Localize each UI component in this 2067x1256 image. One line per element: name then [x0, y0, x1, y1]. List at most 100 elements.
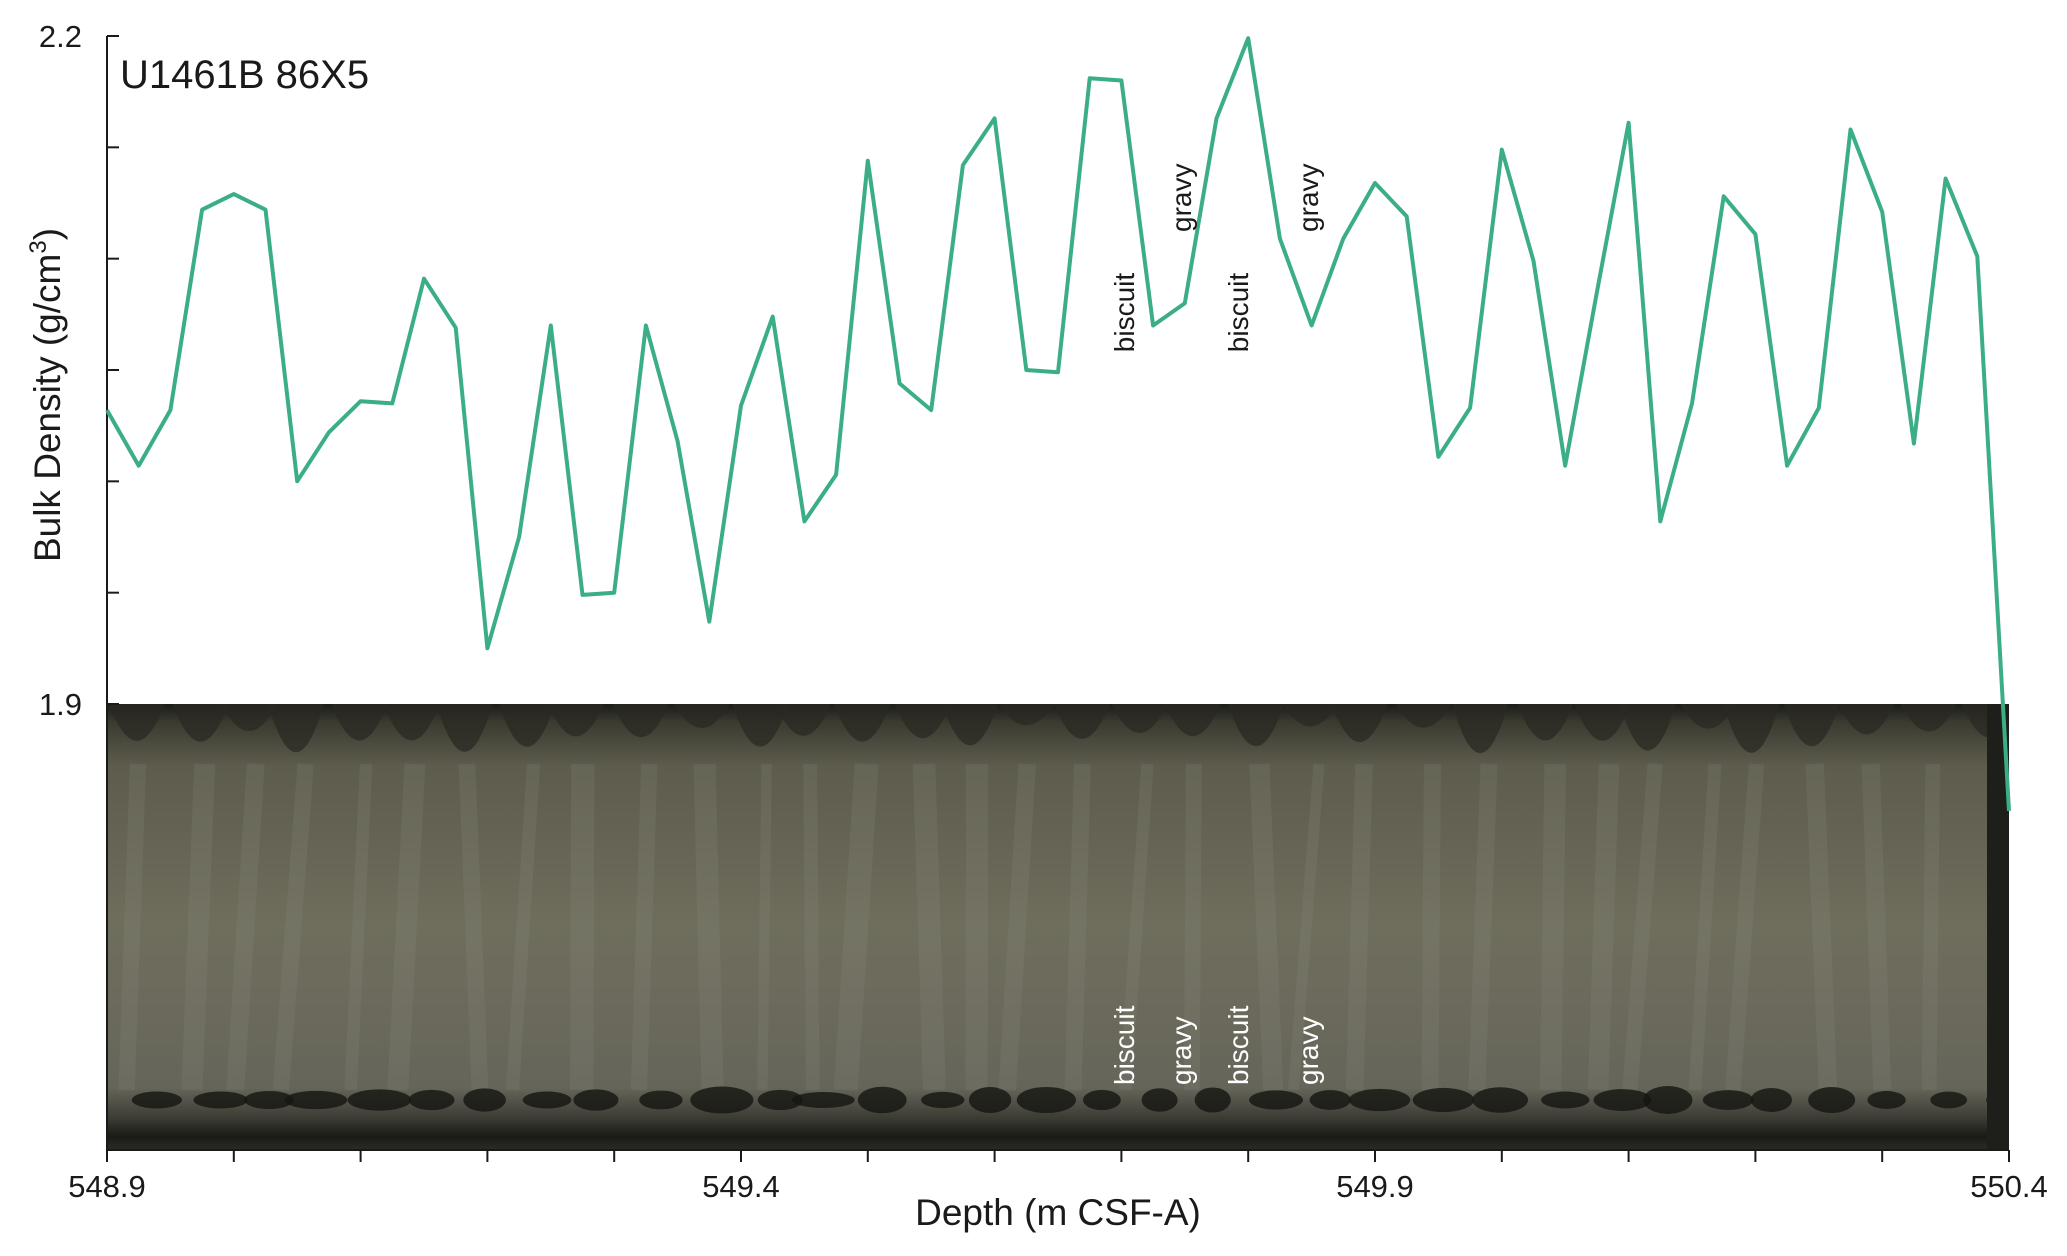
core-banding: [965, 763, 989, 1091]
core-fracture-top: [1619, 704, 1676, 751]
x-axis-label: Depth (m CSF-A): [915, 1192, 1201, 1233]
core-clast: [1750, 1088, 1793, 1112]
bulk-density-points: [106, 38, 2010, 811]
core-fracture-top: [612, 704, 669, 738]
x-tick-label: 549.4: [702, 1169, 780, 1204]
core-clast: [463, 1088, 506, 1112]
core-fracture-top: [499, 704, 556, 747]
core-clast: [1083, 1089, 1121, 1111]
x-tick-label: 549.9: [1336, 1169, 1414, 1204]
core-fracture-top: [1228, 704, 1285, 747]
core-clast: [1808, 1087, 1856, 1113]
axes: [106, 35, 2010, 1162]
core-fracture-top: [1053, 704, 1110, 739]
core-banding: [693, 763, 724, 1091]
core-clast: [1472, 1087, 1529, 1113]
core-clast: [1348, 1088, 1411, 1112]
core-fracture-top: [1723, 704, 1780, 753]
core-clast: [857, 1086, 907, 1114]
core-banding: [1805, 763, 1838, 1091]
annotation-biscuit: biscuit: [1109, 1005, 1140, 1085]
core-banding: [1118, 763, 1154, 1091]
core-clast: [1867, 1091, 1906, 1109]
core-fracture-top: [1783, 704, 1840, 747]
core-banding: [998, 763, 1036, 1091]
core-fracture-top: [834, 704, 891, 742]
core-banding: [1861, 763, 1892, 1091]
core-fracture-top: [775, 704, 832, 736]
core-fracture-top: [436, 704, 493, 752]
core-clast: [408, 1089, 455, 1111]
core-banding: [1183, 763, 1202, 1091]
core-clast: [347, 1089, 412, 1111]
core-banding: [272, 763, 314, 1091]
core-fracture-top: [108, 704, 165, 741]
core-clast: [1016, 1086, 1077, 1114]
core-fracture-top: [732, 704, 789, 747]
core-fracture-top: [1838, 704, 1895, 735]
x-ticks: [106, 1150, 2010, 1162]
core-banding: [1622, 763, 1663, 1091]
y-tick-label: 2.2: [39, 19, 82, 54]
core-banding: [505, 763, 541, 1091]
core-clast: [921, 1091, 965, 1109]
core-clast: [522, 1091, 572, 1109]
core-banding: [1921, 763, 1941, 1091]
bulk-density-series-line: [105, 36, 2011, 812]
core-clast: [968, 1087, 1012, 1113]
core-banding: [1288, 763, 1325, 1091]
core-banding: [803, 763, 820, 1091]
core-clast: [1141, 1088, 1178, 1112]
core-banding: [570, 763, 595, 1091]
core-clast: [791, 1091, 855, 1109]
core-banding: [757, 763, 772, 1091]
core-banding: [458, 763, 489, 1091]
core-fracture-top: [547, 704, 604, 737]
core-fracture-top: [1900, 704, 1957, 732]
core-fracture-top: [1164, 704, 1221, 737]
core-clast: [1643, 1086, 1693, 1114]
chart-title: U1461B 86X5: [120, 53, 369, 97]
core-fracture-top: [942, 704, 999, 746]
annotation-gravy: gravy: [1293, 1017, 1324, 1085]
x-tick-label: 550.4: [1970, 1169, 2048, 1204]
core-clast: [573, 1089, 619, 1111]
core-banding: [1688, 763, 1722, 1091]
core-clast: [1249, 1090, 1303, 1110]
core-clast: [1702, 1090, 1754, 1110]
core-clast: [639, 1090, 683, 1110]
core-fracture-top: [1680, 704, 1737, 729]
core-banding: [1064, 763, 1091, 1091]
core-clast: [1309, 1090, 1351, 1110]
core-fracture-top: [894, 704, 951, 739]
core-banding: [1539, 763, 1567, 1091]
core-banding: [226, 763, 265, 1091]
core-clast: [193, 1091, 248, 1109]
core-clast: [244, 1090, 294, 1110]
core-banding: [118, 763, 147, 1091]
x-tick-labels: 548.9 549.4 549.9 550.4: [68, 1169, 2048, 1204]
core-fracture-top: [673, 704, 730, 728]
core-fracture-top: [1517, 704, 1574, 741]
core-banding: [181, 763, 216, 1091]
annotation-biscuit: biscuit: [1109, 273, 1140, 353]
core-fracture-top: [331, 704, 388, 741]
core-banding: [1249, 763, 1284, 1091]
core-clast: [757, 1089, 803, 1111]
y-tick-labels: 1.9 2.2: [39, 19, 82, 722]
core-photo-strip: [107, 704, 2009, 1150]
annotation-biscuit: biscuit: [1223, 273, 1254, 353]
core-clast: [1412, 1087, 1475, 1113]
core-banding: [912, 763, 946, 1091]
core-clast: [284, 1090, 348, 1110]
core-banding: [387, 763, 426, 1091]
core-fracture-top: [998, 704, 1055, 726]
y-ticks: [107, 35, 119, 705]
core-banding: [1725, 763, 1765, 1091]
annotation-biscuit: biscuit: [1223, 1005, 1254, 1085]
core-fracture-top: [220, 704, 277, 732]
core-clast: [690, 1086, 754, 1114]
annotation-gravy: gravy: [1166, 163, 1197, 231]
core-clast: [1593, 1088, 1652, 1112]
